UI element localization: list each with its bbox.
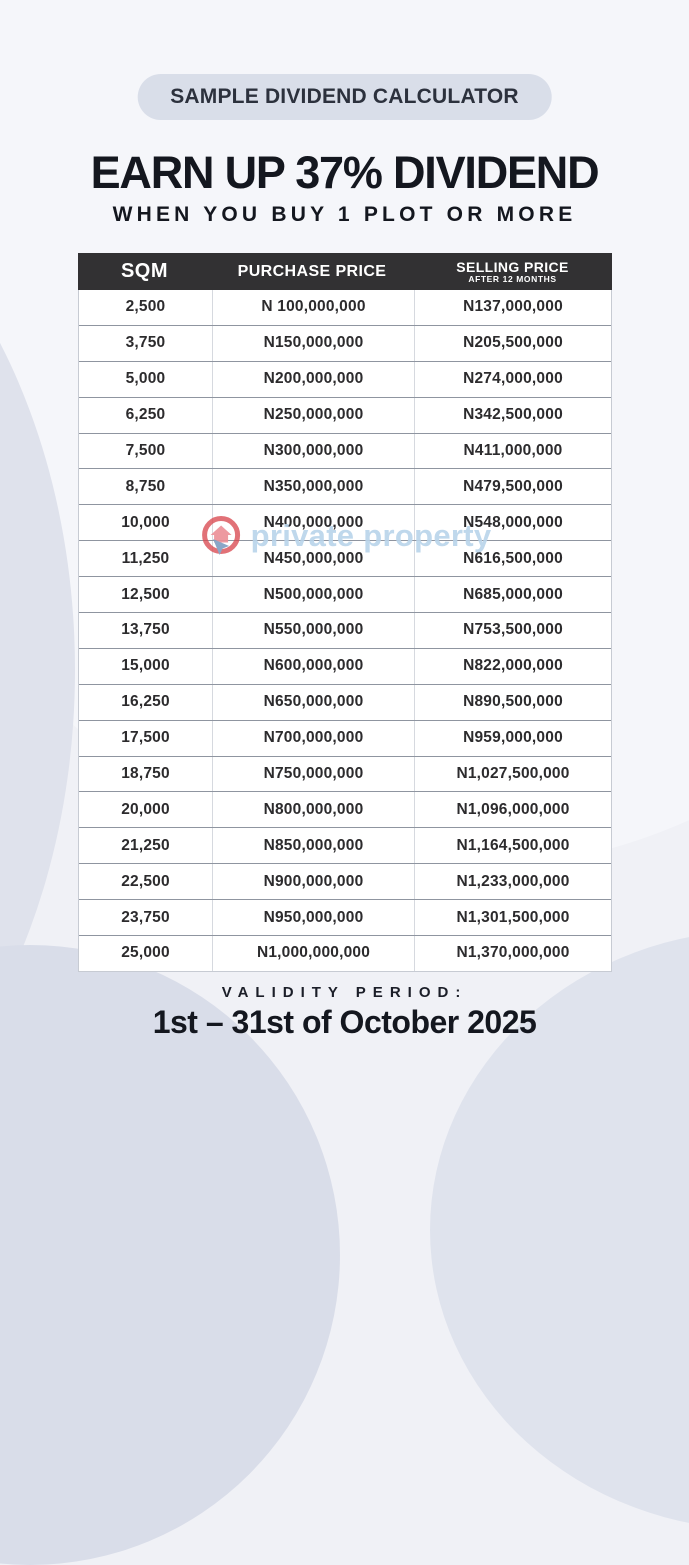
cell-selling-price: N1,370,000,000	[414, 936, 611, 971]
cell-purchase-price: N250,000,000	[212, 397, 414, 433]
cell-selling-price: N411,000,000	[414, 433, 611, 469]
cell-selling-price: N205,500,000	[414, 325, 611, 361]
cell-selling-price: N274,000,000	[414, 361, 611, 397]
cell-sqm: 22,500	[121, 872, 170, 890]
table-header-row: SQM PURCHASE PRICE SELLING PRICE AFTER 1…	[78, 253, 612, 290]
cell-purchase-price: N600,000,000	[212, 648, 414, 684]
headline: EARN UP 37% DIVIDEND	[90, 147, 600, 198]
cell-purchase-price: N650,000,000	[212, 684, 414, 720]
cell-purchase-price: N950,000,000	[212, 900, 414, 936]
cell-selling-price: N1,164,500,000	[414, 828, 611, 864]
table-row: 11,250 N450,000,000 N616,500,000	[79, 540, 611, 577]
cell-purchase-price: N350,000,000	[212, 469, 414, 505]
cell-selling-price: N1,301,500,000	[414, 900, 611, 936]
subheadline: WHEN YOU BUY 1 PLOT OR MORE	[112, 203, 577, 226]
table-row: 21,250 N850,000,000 N1,164,500,000	[79, 827, 611, 864]
cell-selling-price: N1,096,000,000	[414, 792, 611, 828]
table-row: 17,500 N700,000,000 N959,000,000	[79, 719, 611, 756]
cell-purchase-price: N150,000,000	[212, 325, 414, 361]
sample-calculator-badge: SAMPLE DIVIDEND CALCULATOR	[137, 74, 552, 120]
table-row: 6,250 N250,000,000 N342,500,000	[79, 396, 611, 433]
cell-sqm: 2,500	[125, 298, 166, 316]
cell-purchase-price: N500,000,000	[212, 577, 414, 613]
cell-sqm: 3,750	[125, 334, 166, 352]
cell-selling-price: N959,000,000	[414, 720, 611, 756]
cell-selling-price: N685,000,000	[414, 577, 611, 613]
table-row: 12,500 N500,000,000 N685,000,000	[79, 576, 611, 613]
validity-dates: 1st – 31st of October 2025	[152, 1004, 537, 1040]
cell-selling-price: N1,027,500,000	[414, 756, 611, 792]
table-row: 7,500 N300,000,000 N411,000,000	[79, 432, 611, 469]
table-row: 13,750 N550,000,000 N753,500,000	[79, 612, 611, 648]
header-selling-price-label: SELLING PRICE	[456, 258, 569, 275]
table-row: 3,750 N150,000,000 N205,500,000	[79, 324, 611, 361]
cell-sqm: 15,000	[121, 657, 170, 675]
cell-purchase-price: N200,000,000	[212, 361, 414, 397]
table-row: 22,500 N900,000,000 N1,233,000,000	[79, 863, 611, 900]
cell-sqm: 7,500	[125, 442, 166, 459]
flyer: SAMPLE DIVIDEND CALCULATOR EARN UP 37% D…	[78, 74, 612, 1040]
validity-label: VALIDITY PERIOD:	[221, 984, 468, 1001]
cell-sqm: 11,250	[121, 549, 170, 567]
cell-purchase-price: N450,000,000	[212, 541, 414, 577]
cell-sqm: 12,500	[121, 585, 170, 603]
table-row: 18,750 N750,000,000 N1,027,500,000	[79, 755, 611, 792]
table-row: 15,000 N600,000,000 N822,000,000	[79, 647, 611, 684]
cell-sqm: 5,000	[125, 370, 166, 388]
table-row: 23,750 N950,000,000 N1,301,500,000	[79, 899, 611, 936]
cell-purchase-price: N400,000,000	[212, 505, 414, 541]
cell-purchase-price: N850,000,000	[212, 828, 414, 864]
cell-selling-price: N137,000,000	[414, 290, 611, 325]
table-row: 10,000 N400,000,000 N548,000,000	[79, 504, 611, 541]
header-selling-price: SELLING PRICE AFTER 12 MONTHS	[413, 253, 612, 290]
header-sqm: SQM	[120, 260, 169, 282]
cell-selling-price: N1,233,000,000	[414, 864, 611, 900]
header-selling-price-sublabel: AFTER 12 MONTHS	[468, 273, 557, 284]
table-row: 25,000 N1,000,000,000 N1,370,000,000	[79, 935, 611, 971]
cell-selling-price: N822,000,000	[414, 648, 611, 684]
cell-purchase-price: N 100,000,000	[212, 290, 414, 325]
cell-sqm: 13,750	[121, 621, 170, 639]
dividend-table: SQM PURCHASE PRICE SELLING PRICE AFTER 1…	[78, 253, 612, 972]
cell-selling-price: N548,000,000	[414, 505, 611, 541]
header-purchase-price: PURCHASE PRICE	[237, 262, 387, 280]
cell-sqm: 18,750	[121, 765, 170, 783]
cell-sqm: 10,000	[121, 513, 170, 531]
cell-sqm: 21,250	[121, 836, 170, 854]
cell-selling-price: N753,500,000	[414, 613, 611, 648]
cell-selling-price: N616,500,000	[414, 541, 611, 577]
cell-purchase-price: N300,000,000	[212, 433, 414, 469]
cell-selling-price: N479,500,000	[414, 469, 611, 505]
cell-purchase-price: N900,000,000	[212, 864, 414, 900]
cell-sqm: 16,250	[121, 693, 170, 711]
cell-sqm: 25,000	[121, 944, 170, 962]
cell-sqm: 17,500	[121, 729, 170, 747]
table-row: 16,250 N650,000,000 N890,500,000	[79, 683, 611, 720]
cell-selling-price: N890,500,000	[414, 684, 611, 720]
table-row: 2,500 N 100,000,000 N137,000,000	[79, 290, 611, 325]
table-row: 8,750 N350,000,000 N479,500,000	[79, 468, 611, 505]
cell-purchase-price: N800,000,000	[212, 792, 414, 828]
cell-sqm: 20,000	[121, 800, 170, 818]
cell-purchase-price: N550,000,000	[212, 613, 414, 648]
cell-purchase-price: N750,000,000	[212, 756, 414, 792]
cell-sqm: 8,750	[125, 477, 166, 495]
cell-selling-price: N342,500,000	[414, 397, 611, 433]
cell-sqm: 6,250	[125, 406, 166, 424]
table-row: 20,000 N800,000,000 N1,096,000,000	[79, 791, 611, 828]
cell-sqm: 23,750	[121, 908, 170, 926]
cell-purchase-price: N1,000,000,000	[212, 936, 414, 971]
cell-purchase-price: N700,000,000	[212, 720, 414, 756]
table-row: 5,000 N200,000,000 N274,000,000	[79, 360, 611, 397]
table-body: 2,500 N 100,000,000 N137,000,000 3,750 N…	[79, 290, 611, 971]
